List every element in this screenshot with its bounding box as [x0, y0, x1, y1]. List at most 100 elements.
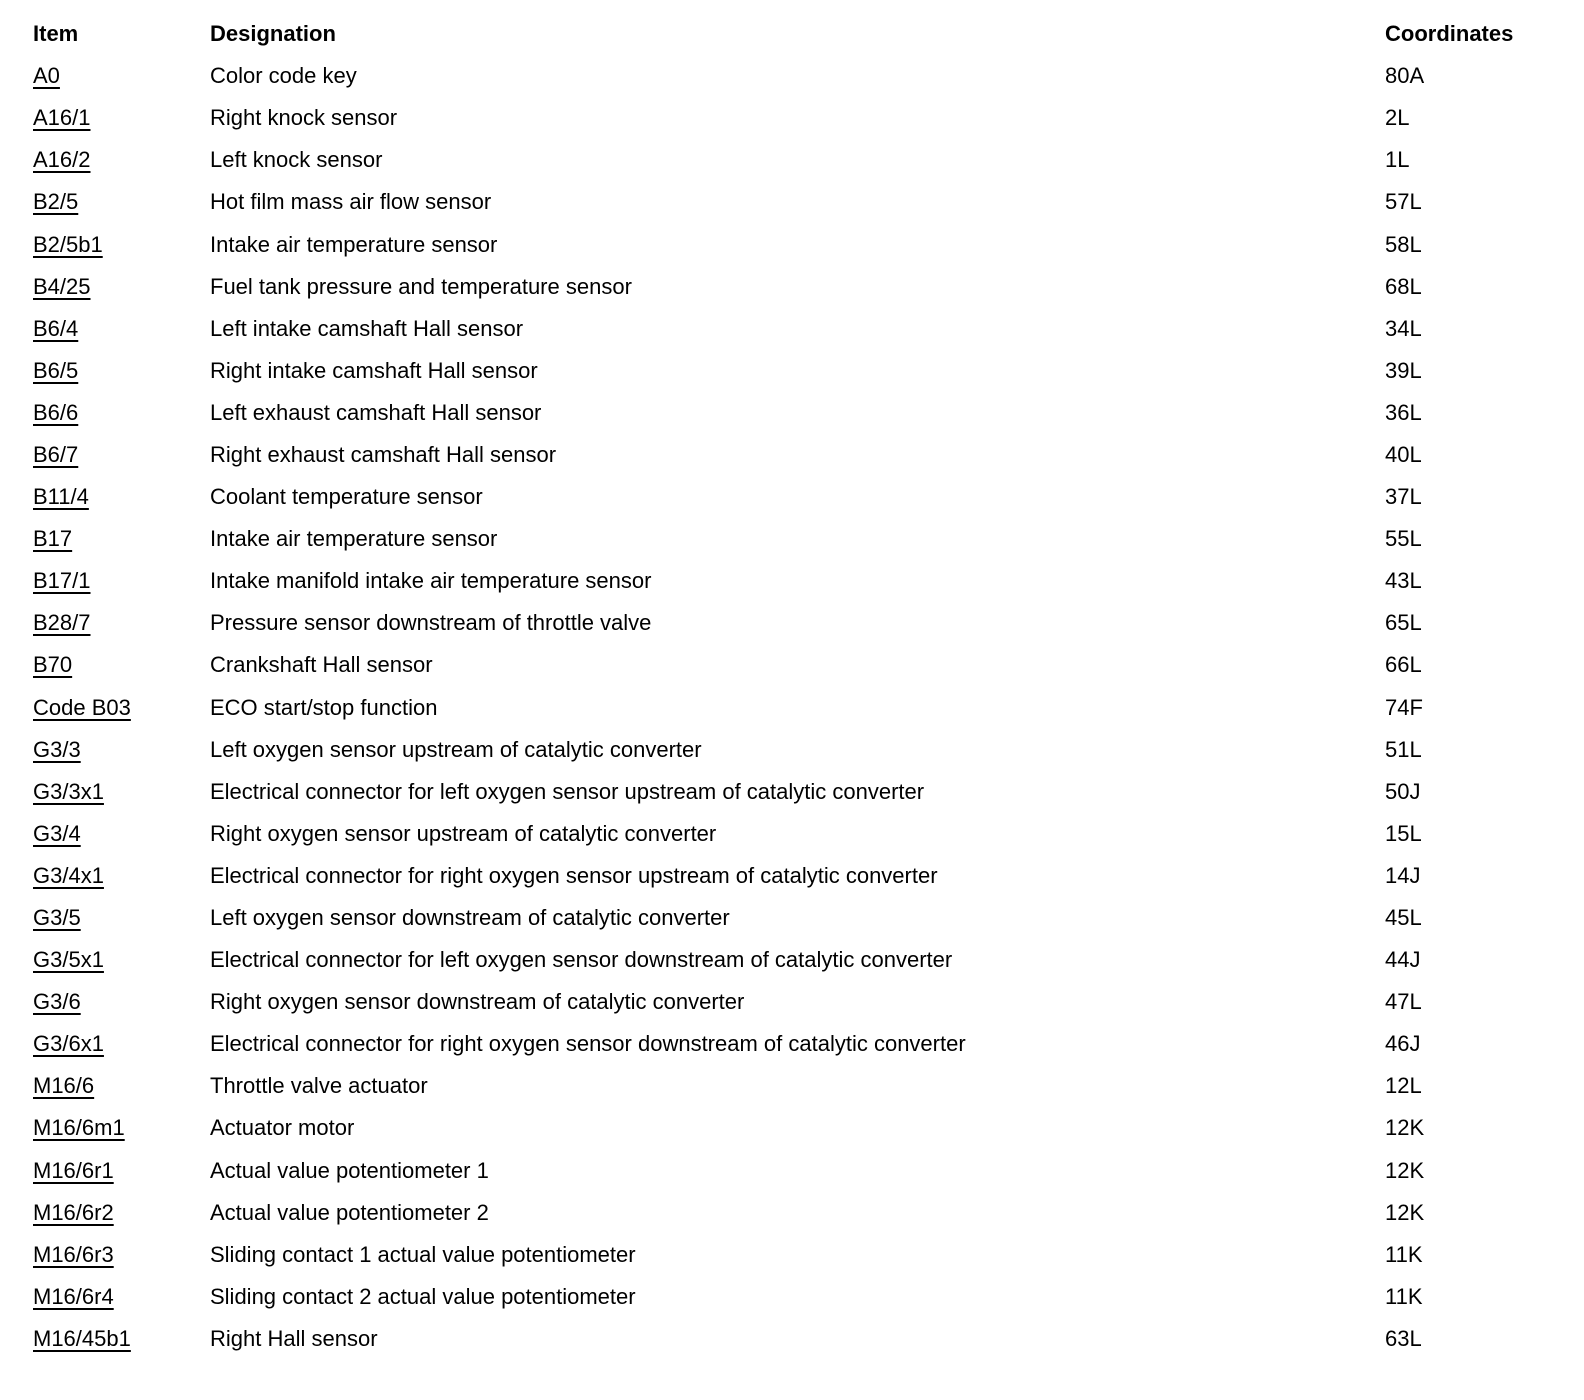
item-link[interactable]: G3/3: [33, 736, 81, 762]
item-link[interactable]: B17: [33, 526, 73, 552]
table-row: B11/4 Coolant temperature sensor 37L: [33, 476, 1584, 518]
table-row: B6/7 Right exhaust camshaft Hall sensor …: [33, 434, 1584, 476]
designation-text: Actuator motor: [210, 1115, 355, 1141]
item-cell: B6/5: [33, 357, 210, 383]
designation-text: Left intake camshaft Hall sensor: [210, 315, 524, 341]
item-cell: G3/4: [33, 820, 210, 846]
item-link[interactable]: M16/6r1: [33, 1157, 114, 1183]
table-row: A16/1 Right knock sensor 2L: [33, 97, 1584, 139]
item-cell: Code B03: [33, 694, 210, 720]
designation-text: Left oxygen sensor upstream of catalytic…: [210, 736, 702, 762]
item-cell: B70: [33, 654, 210, 676]
item-link[interactable]: M16/45b1: [33, 1325, 131, 1351]
item-link[interactable]: B28/7: [33, 610, 91, 636]
item-link[interactable]: M16/6m1: [33, 1115, 125, 1141]
item-cell: B6/4: [33, 315, 210, 341]
item-link[interactable]: M16/6r3: [33, 1241, 114, 1267]
coordinates-text: 36L: [1385, 399, 1422, 425]
table-row: B4/25 Fuel tank pressure and temperature…: [33, 266, 1584, 308]
table-row: A16/2 Left knock sensor 1L: [33, 139, 1584, 181]
coordinates-text: 43L: [1385, 568, 1422, 594]
item-link[interactable]: G3/3x1: [33, 778, 104, 804]
item-link[interactable]: Code B03: [33, 694, 131, 720]
designation-text: Left exhaust camshaft Hall sensor: [210, 399, 542, 425]
coordinates-text: 12K: [1385, 1199, 1425, 1225]
item-link[interactable]: B6/5: [33, 357, 79, 383]
item-link[interactable]: M16/6: [33, 1073, 95, 1099]
table-row: G3/3 Left oxygen sensor upstream of cata…: [33, 729, 1584, 771]
item-link[interactable]: B17/1: [33, 568, 91, 594]
coordinates-text: 51L: [1385, 736, 1422, 762]
coordinates-text: 12K: [1385, 1157, 1425, 1183]
designation-text: ECO start/stop function: [210, 694, 438, 720]
table-row: B28/7 Pressure sensor downstream of thro…: [33, 602, 1584, 644]
item-link[interactable]: G3/4x1: [33, 862, 104, 888]
designation-text: Actual value potentiometer 1: [210, 1157, 489, 1183]
designation-text: Right intake camshaft Hall sensor: [210, 357, 538, 383]
item-cell: B28/7: [33, 612, 210, 634]
designation-text: Electrical connector for left oxygen sen…: [210, 947, 953, 973]
item-cell: B2/5: [33, 191, 210, 213]
table-row: M16/6m1 Actuator motor 12K: [33, 1107, 1584, 1149]
item-link[interactable]: B11/4: [33, 484, 89, 510]
item-cell: B6/7: [33, 441, 210, 467]
table-row: G3/4x1 Electrical connector for right ox…: [33, 855, 1584, 897]
designation-text: Electrical connector for left oxygen sen…: [210, 778, 925, 804]
coordinates-text: 12L: [1385, 1073, 1422, 1099]
coordinates-text: 1L: [1385, 147, 1410, 173]
item-link[interactable]: B2/5b1: [33, 231, 103, 257]
item-link[interactable]: B6/7: [33, 441, 79, 467]
coordinates-text: 57L: [1385, 189, 1422, 215]
item-cell: B6/6: [33, 399, 210, 425]
designation-text: Pressure sensor downstream of throttle v…: [210, 610, 652, 636]
item-link[interactable]: G3/5x1: [33, 947, 104, 973]
designation-text: Left oxygen sensor downstream of catalyt…: [210, 905, 730, 931]
item-cell: M16/6: [33, 1075, 210, 1097]
item-link[interactable]: A16/1: [33, 105, 91, 131]
designation-text: Right oxygen sensor downstream of cataly…: [210, 989, 745, 1015]
item-cell: M16/6r3: [33, 1241, 210, 1267]
table-header-row: Item Designation Coordinates: [33, 13, 1584, 55]
designation-text: Left knock sensor: [210, 147, 383, 173]
coordinates-text: 39L: [1385, 357, 1422, 383]
table-row: B70 Crankshaft Hall sensor 66L: [33, 644, 1584, 686]
item-link[interactable]: M16/6r2: [33, 1199, 114, 1225]
table-row: Code B03 ECO start/stop function 74F: [33, 687, 1584, 729]
coordinates-text: 74F: [1385, 694, 1423, 720]
item-link[interactable]: B6/6: [33, 399, 79, 425]
item-link[interactable]: B2/5: [33, 189, 79, 215]
item-link[interactable]: B6/4: [33, 315, 79, 341]
item-link[interactable]: G3/5: [33, 905, 81, 931]
coordinates-text: 11K: [1385, 1241, 1423, 1267]
item-cell: A16/2: [33, 149, 210, 171]
designation-text: Throttle valve actuator: [210, 1073, 428, 1099]
item-link[interactable]: M16/6r4: [33, 1283, 114, 1309]
designation-text: Fuel tank pressure and temperature senso…: [210, 273, 632, 299]
item-link[interactable]: G3/4: [33, 820, 81, 846]
designation-text: Crankshaft Hall sensor: [210, 652, 433, 678]
item-link[interactable]: A0: [33, 63, 60, 89]
item-link[interactable]: A16/2: [33, 147, 91, 173]
item-cell: G3/6x1: [33, 1033, 210, 1055]
table-body: A0 Color code key 80A A16/1 Right knock …: [33, 55, 1584, 1360]
item-link[interactable]: G3/6: [33, 989, 81, 1015]
item-link[interactable]: B4/25: [33, 273, 91, 299]
table-row: G3/3x1 Electrical connector for left oxy…: [33, 771, 1584, 813]
item-cell: G3/4x1: [33, 862, 210, 888]
table-row: M16/6 Throttle valve actuator 12L: [33, 1065, 1584, 1107]
item-cell: M16/6r1: [33, 1157, 210, 1183]
designation-text: Actual value potentiometer 2: [210, 1199, 489, 1225]
coordinates-text: 46J: [1385, 1031, 1421, 1057]
coordinates-text: 55L: [1385, 526, 1422, 552]
item-cell: M16/6m1: [33, 1117, 210, 1139]
coordinates-text: 44J: [1385, 947, 1421, 973]
item-link[interactable]: B70: [33, 652, 73, 678]
item-link[interactable]: G3/6x1: [33, 1031, 104, 1057]
designation-text: Right Hall sensor: [210, 1325, 378, 1351]
item-cell: G3/3x1: [33, 778, 210, 804]
table-row: M16/6r2 Actual value potentiometer 2 12K: [33, 1192, 1584, 1234]
coordinates-text: 47L: [1385, 989, 1422, 1015]
table-row: B6/6 Left exhaust camshaft Hall sensor 3…: [33, 392, 1584, 434]
table-row: G3/6 Right oxygen sensor downstream of c…: [33, 981, 1584, 1023]
designation-text: Sliding contact 2 actual value potentiom…: [210, 1283, 636, 1309]
